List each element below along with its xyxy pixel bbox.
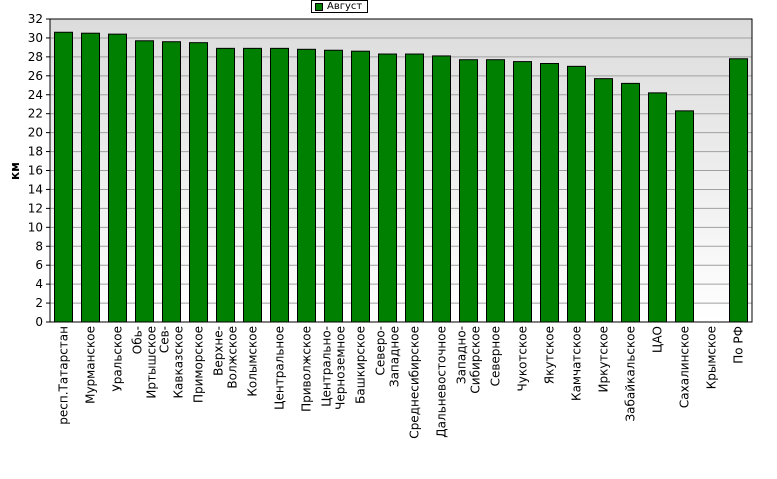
x-tick-label: Северо- (374, 326, 388, 376)
bar (540, 63, 559, 323)
bar (108, 33, 127, 323)
bar (189, 42, 208, 323)
bar (378, 53, 397, 323)
y-tick-label: 20 (28, 126, 43, 140)
x-tick-label: Центрально- (320, 326, 334, 407)
x-tick-label: ЦАО (651, 326, 665, 353)
bar (135, 40, 154, 323)
y-tick-label: 26 (28, 69, 43, 83)
x-tick-label: Приморское (192, 326, 206, 403)
bar (432, 55, 451, 323)
x-tick-label: Верхне- (212, 326, 226, 376)
bar (621, 82, 640, 323)
x-tick-label: Якутское (543, 326, 557, 384)
x-tick-label: Чукотское (516, 326, 530, 391)
y-tick-label: 10 (28, 220, 43, 234)
x-tick-label: Сахалинское (678, 326, 692, 408)
legend: Август (311, 0, 369, 13)
y-tick-label: 30 (28, 31, 43, 45)
bar (405, 53, 424, 323)
x-tick-label: Мурманское (84, 326, 98, 404)
x-tick-label: Иркутское (597, 326, 611, 393)
x-tick-label: Среднесибирское (408, 326, 422, 439)
y-tick-label: 18 (28, 145, 43, 159)
y-tick-label: 32 (28, 12, 43, 26)
bar (243, 47, 262, 323)
y-tick-label: 16 (28, 164, 43, 178)
x-tick-label: Колымское (246, 326, 260, 397)
bar (162, 41, 181, 323)
x-tick-label: Кавказское (172, 326, 186, 399)
x-tick-label: Дальневосточное (435, 326, 449, 438)
y-tick-label: 24 (28, 88, 43, 102)
y-tick-label: 2 (35, 296, 43, 310)
bar (675, 110, 694, 323)
bar (486, 59, 505, 323)
bar (324, 49, 343, 323)
x-tick-label: Сев- (158, 326, 172, 353)
y-tick-label: 28 (28, 50, 43, 64)
x-tick-label: Уральское (111, 326, 125, 392)
x-tick-label: Иртышское (145, 326, 159, 399)
x-tick-label: Волжское (226, 326, 240, 389)
bar (513, 61, 532, 323)
legend-label: Август (327, 1, 363, 12)
y-tick-label: 8 (35, 239, 43, 253)
x-tick-label: Черноземное (334, 326, 348, 410)
x-tick-label: респ.Татарстан (57, 326, 71, 425)
x-tick-label: Центральное (273, 326, 287, 410)
y-tick-label: 12 (28, 201, 43, 215)
bar (216, 47, 235, 323)
x-tick-label: По РФ (732, 326, 746, 364)
x-tick-label: Забайкальское (624, 326, 638, 422)
y-tick-label: 22 (28, 107, 43, 121)
bar (648, 92, 667, 323)
bar (594, 78, 613, 323)
bar (729, 58, 748, 323)
x-tick-label: Западно- (455, 326, 469, 384)
x-tick-label: Обь- (131, 326, 145, 354)
x-tick-label: Западное (388, 326, 402, 387)
bar (459, 59, 478, 323)
x-tick-label: Приволжское (300, 326, 314, 412)
y-axis-label: км (8, 162, 22, 180)
x-tick-label: Северное (489, 326, 503, 386)
y-tick-label: 14 (28, 182, 43, 196)
x-tick-label: Крымское (705, 326, 719, 389)
bar (81, 32, 100, 323)
y-tick-label: 6 (35, 258, 43, 272)
x-tick-label: Башкирское (354, 326, 368, 404)
y-tick-label: 4 (35, 277, 43, 291)
x-tick-label: Сибирское (469, 326, 483, 394)
bar (567, 65, 586, 323)
y-tick-label: 0 (35, 315, 43, 329)
bar (54, 31, 73, 323)
x-tick-label: Камчатское (570, 326, 584, 401)
bar (270, 47, 289, 323)
bar (351, 50, 370, 323)
bar (297, 48, 316, 323)
legend-swatch (315, 2, 323, 11)
